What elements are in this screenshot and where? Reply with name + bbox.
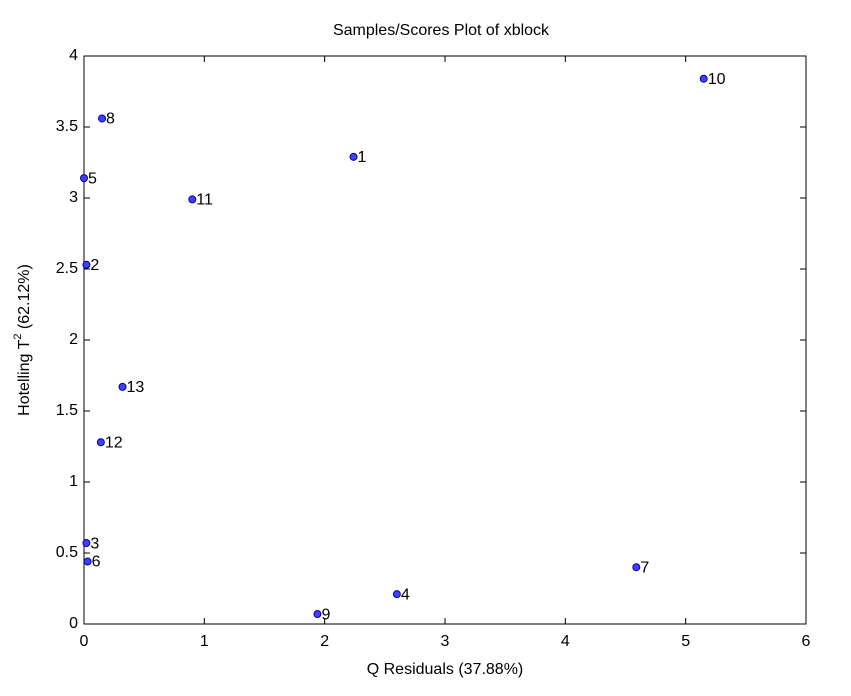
x-tick-label: 5 [681, 633, 690, 650]
point-label: 1 [358, 149, 367, 166]
point [188, 195, 197, 204]
y-tick-label: 2 [69, 331, 78, 348]
point [96, 438, 105, 447]
point [82, 260, 91, 269]
point-label: 12 [105, 434, 123, 451]
x-tick-label: 6 [802, 633, 811, 650]
y-tick-label: 0 [69, 615, 78, 632]
point-label: 9 [321, 606, 330, 623]
x-tick-label: 2 [320, 633, 329, 650]
x-tick-label: 4 [561, 633, 570, 650]
y-tick-label: 0.5 [56, 544, 78, 561]
point [118, 382, 127, 391]
chart-title: Samples/Scores Plot of xblock [333, 22, 550, 39]
x-tick-label: 1 [200, 633, 209, 650]
y-tick-label: 4 [69, 47, 78, 64]
point-label: 7 [640, 559, 649, 576]
y-axis-label-sup: 2 [12, 334, 24, 340]
point-label: 5 [88, 170, 97, 187]
point-label: 3 [90, 535, 99, 552]
point [83, 557, 92, 566]
x-tick-label: 0 [80, 633, 89, 650]
point-label: 11 [196, 192, 213, 209]
point-label: 8 [106, 111, 115, 128]
point-label: 2 [90, 257, 99, 274]
y-tick-label: 1.5 [56, 402, 78, 419]
point-label: 13 [127, 379, 145, 396]
point [392, 590, 401, 599]
y-axis-label: Hotelling T2 (62.12%) [12, 264, 33, 416]
point [80, 174, 88, 183]
point [313, 610, 322, 619]
point [98, 114, 107, 123]
y-tick-label: 3 [69, 189, 78, 206]
y-tick-label: 2.5 [56, 260, 78, 277]
x-tick-label: 3 [441, 633, 450, 650]
y-tick-label: 1 [69, 473, 78, 490]
point-label: 4 [401, 586, 410, 603]
point-label: 6 [92, 554, 101, 571]
point-label: 10 [708, 71, 726, 88]
point [82, 539, 91, 548]
y-axis-label-tail: (62.12%) [16, 264, 33, 333]
y-axis-label-main: Hotelling T [16, 339, 33, 415]
y-tick-label: 3.5 [56, 118, 78, 135]
point [349, 152, 358, 161]
point [632, 563, 641, 572]
x-axis-label: Q Residuals (37.88%) [367, 661, 524, 678]
point [699, 74, 708, 83]
